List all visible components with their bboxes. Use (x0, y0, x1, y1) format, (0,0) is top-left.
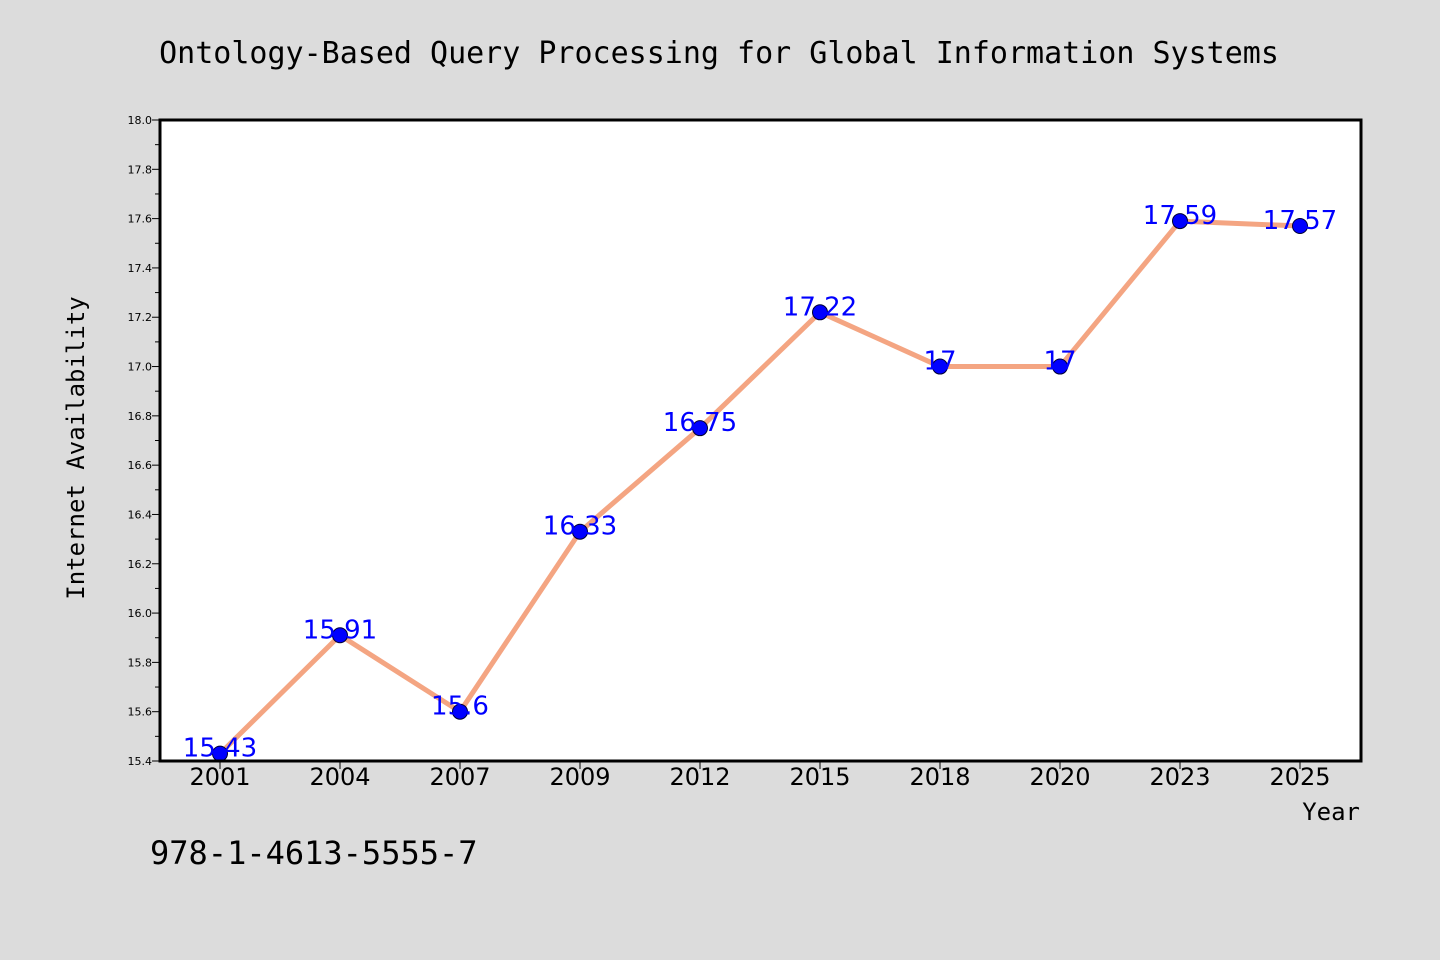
x-axis-label: Year (1302, 798, 1360, 826)
y-tick-label: 16.0 (128, 607, 153, 620)
data-label: 16.75 (663, 408, 737, 438)
y-tick-label: 15.6 (128, 706, 153, 719)
y-tick-label: 16.2 (128, 558, 153, 571)
data-point (1172, 213, 1188, 230)
y-tick-label: 17.8 (128, 163, 153, 176)
y-axis-label: Internet Availability (62, 296, 90, 599)
x-tick-label: 2018 (909, 763, 970, 791)
data-point (1052, 358, 1068, 375)
data-point (692, 420, 708, 437)
x-tick-label: 2015 (789, 763, 850, 791)
x-tick-label: 2025 (1269, 763, 1330, 791)
x-tick-label: 2012 (669, 763, 730, 791)
y-tick-label: 16.6 (128, 459, 153, 472)
series-layer (217, 218, 1303, 757)
x-axis: 2001 2004 2007 2009 2012 2015 2018 2020 2023 2025 (189, 761, 1331, 791)
data-point (1292, 218, 1308, 235)
data-label: 15.91 (303, 615, 377, 645)
plot-area (160, 120, 1361, 761)
data-point (812, 304, 828, 321)
data-label: 15.43 (183, 734, 257, 764)
x-tick-label: 2009 (549, 763, 610, 791)
data-label: 17.59 (1143, 201, 1217, 231)
data-label: 17 (1043, 347, 1076, 377)
y-tick-label: 16.4 (128, 508, 153, 521)
data-label: 16.33 (543, 512, 617, 542)
data-point (932, 358, 948, 375)
y-tick-label: 16.8 (128, 410, 153, 423)
plot-frame (158, 118, 1363, 763)
x-tick-label: 2023 (1149, 763, 1210, 791)
y-tick-label: 15.8 (128, 656, 153, 669)
x-tick-label: 2001 (189, 763, 250, 791)
data-point (452, 703, 468, 720)
y-tick-label: 17.4 (128, 262, 153, 275)
y-tick-label: 17.2 (128, 311, 153, 324)
x-tick-label: 2007 (429, 763, 490, 791)
data-point (332, 627, 348, 644)
marker-layer (212, 213, 1308, 762)
x-tick-label: 2004 (309, 763, 370, 791)
y-tick-label: 15.4 (128, 755, 153, 768)
data-point (572, 523, 588, 540)
y-tick-label: 18.0 (128, 114, 153, 127)
y-tick-label: 17.6 (128, 213, 153, 226)
data-label-layer: 15.43 15.91 15.6 16.33 16.75 17.22 17 17 17.59 17… (183, 201, 1337, 764)
data-label: 17 (923, 347, 956, 377)
series-line (217, 218, 1303, 757)
data-label: 17.57 (1263, 206, 1337, 236)
y-axis: 15.4 15.6 15.8 16.0 16.2 16.4 16.6 16.8 17.0 17.2… (128, 114, 160, 768)
data-label: 15.6 (431, 692, 489, 722)
chart-title: Ontology-Based Query Processing for Glob… (159, 36, 1279, 71)
isbn-text: 978-1-4613-5555-7 (150, 834, 478, 872)
data-label: 17.22 (783, 292, 857, 322)
y-tick-label: 17.0 (128, 361, 153, 374)
x-tick-label: 2020 (1029, 763, 1090, 791)
